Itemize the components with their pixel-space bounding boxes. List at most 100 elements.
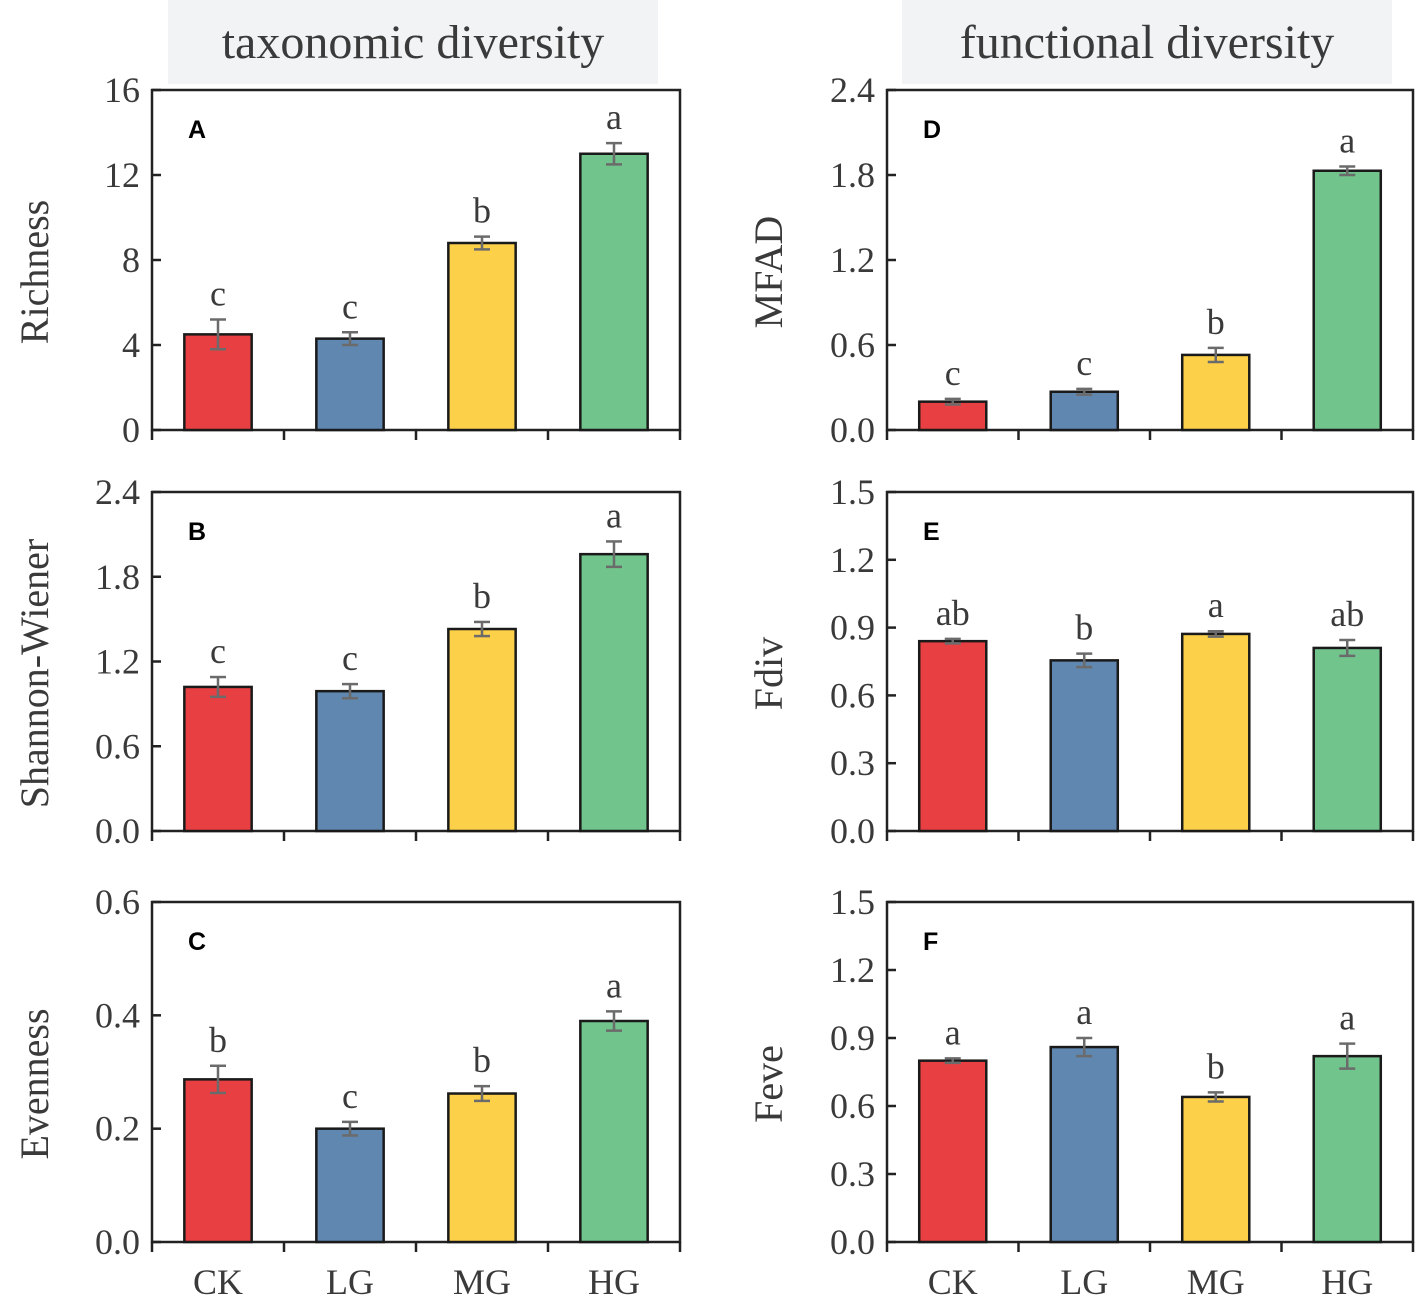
panel-c-sig-hg: a: [606, 965, 622, 1005]
panel-d-sig-mg: b: [1207, 302, 1225, 342]
panel-d-sig-lg: c: [1076, 343, 1092, 383]
panel-a-bar-mg: [447, 241, 517, 432]
panel-f-ytick-label: 1.2: [830, 950, 875, 990]
panel-b-bar-mg: [447, 627, 517, 833]
panel-e-ytick-label: 1.5: [830, 472, 875, 512]
panel-b-ytick-label: 0.0: [95, 811, 140, 851]
panel-f-ylabel: Feve: [746, 1045, 791, 1123]
panel-c-letter: C: [188, 928, 206, 956]
panel-b-ylabel: Shannon-Wiener: [12, 539, 57, 808]
panel-e-sig-hg: ab: [1330, 594, 1364, 634]
panel-b-sig-hg: a: [606, 495, 622, 535]
panel-f-xtick-label-hg: HG: [1321, 1262, 1373, 1302]
panel-a-sig-ck: c: [210, 274, 226, 314]
panel-a-bar-hg: [579, 152, 649, 432]
panel-b-ytick-label: 0.6: [95, 726, 140, 766]
panel-f-bar-ck: [917, 1059, 988, 1244]
panel-d: 0.0 0.6 1.2 1.8 2.4 MFAD Dc c b a: [746, 70, 1415, 450]
panel-e-sig-lg: b: [1075, 608, 1093, 648]
panel-f-xtick-label-mg: MG: [1187, 1262, 1245, 1302]
panel-f-xtick-label-lg: LG: [1060, 1262, 1108, 1302]
panel-e: 0.0 0.3 0.6 0.9 1.2 1.5 Fdiv Eab b a ab: [746, 472, 1415, 851]
panel-d-sig-ck: c: [945, 353, 961, 393]
taxonomic-diversity-header: taxonomic diversity: [168, 0, 658, 84]
panel-a: 0 4 8 12 16 Richness Ac c b a: [12, 70, 682, 450]
panel-f-xtick-label-ck: CK: [928, 1262, 978, 1302]
panel-c-ytick-label: 0.4: [95, 995, 140, 1035]
panel-c-bar-hg: [579, 1019, 649, 1244]
panel-d-ytick-label: 0.0: [830, 410, 875, 450]
panel-e-letter: E: [923, 518, 940, 546]
panel-a-ytick-label: 8: [122, 240, 140, 280]
panel-d-sig-hg: a: [1339, 121, 1355, 161]
panel-e-ytick-label: 0.3: [830, 743, 875, 783]
panel-e-bar-mg: [1180, 632, 1251, 833]
panel-d-bar-ck: [917, 400, 988, 432]
panel-d-bar-hg: [1312, 169, 1383, 432]
panel-c-ytick-label: 0.2: [95, 1109, 140, 1149]
panel-f-sig-mg: b: [1207, 1046, 1225, 1086]
panel-f-ytick-label: 0.0: [830, 1222, 875, 1262]
panel-f-ytick-label: 0.3: [830, 1154, 875, 1194]
panel-a-bar-lg: [315, 337, 385, 432]
panel-c-sig-lg: c: [342, 1076, 358, 1116]
panel-c-sig-ck: b: [209, 1020, 227, 1060]
panel-f-sig-lg: a: [1076, 992, 1092, 1032]
panel-d-ytick-label: 1.8: [830, 155, 875, 195]
panel-e-ytick-label: 0.9: [830, 608, 875, 648]
panel-c-xtick-label-mg: MG: [453, 1262, 511, 1302]
panel-a-ytick-label: 12: [104, 155, 140, 195]
panel-b-bar-hg: [579, 552, 649, 833]
panel-c-xtick-label-lg: LG: [326, 1262, 374, 1302]
panel-d-ytick-label: 1.2: [830, 240, 875, 280]
panel-b-letter: B: [188, 518, 206, 546]
panel-f-bar-hg: [1312, 1054, 1383, 1244]
panel-d-letter: D: [923, 116, 941, 144]
panel-e-bar-lg: [1049, 659, 1120, 833]
panel-d-ytick-label: 2.4: [830, 70, 875, 110]
panel-f-ytick-label: 0.9: [830, 1018, 875, 1058]
panel-c-ytick-label: 0.6: [95, 882, 140, 922]
panel-d-ytick-label: 0.6: [830, 325, 875, 365]
panel-a-ytick-label: 16: [104, 70, 140, 110]
panel-c-xtick-label-hg: HG: [588, 1262, 640, 1302]
panel-b-ytick-label: 1.2: [95, 642, 140, 682]
panel-f-ytick-label: 0.6: [830, 1086, 875, 1126]
panel-d-bar-lg: [1049, 390, 1120, 432]
panel-e-ytick-label: 0.6: [830, 675, 875, 715]
panel-d-ylabel: MFAD: [746, 216, 791, 329]
panel-a-sig-mg: b: [473, 191, 491, 231]
panel-c-bar-ck: [183, 1078, 253, 1244]
panel-a-ytick-label: 4: [122, 325, 140, 365]
panel-c: 0.0 0.2 0.4 0.6 Evenness Cb c b a CK LG MG HG: [12, 882, 682, 1302]
functional-diversity-header: functional diversity: [902, 0, 1392, 84]
panel-a-sig-hg: a: [606, 97, 622, 137]
panel-e-ytick-label: 1.2: [830, 540, 875, 580]
panel-f-ytick-label: 1.5: [830, 882, 875, 922]
panel-f-bar-mg: [1180, 1095, 1251, 1244]
panel-e-sig-mg: a: [1208, 585, 1224, 625]
panel-a-ylabel: Richness: [12, 200, 57, 344]
panel-b-bar-lg: [315, 689, 385, 833]
panel-f-sig-hg: a: [1339, 998, 1355, 1038]
panel-b-sig-mg: b: [473, 576, 491, 616]
panel-b-bar-ck: [183, 685, 253, 833]
panel-e-bar-hg: [1312, 646, 1383, 833]
panel-c-bar-mg: [447, 1092, 517, 1244]
panel-b-sig-lg: c: [342, 638, 358, 678]
panel-a-letter: A: [188, 116, 206, 144]
panel-b-ytick-label: 2.4: [95, 472, 140, 512]
panel-a-ytick-label: 0: [122, 410, 140, 450]
panel-c-bar-lg: [315, 1127, 385, 1244]
panel-e-sig-ck: ab: [936, 593, 970, 633]
panel-b: 0.0 0.6 1.2 1.8 2.4 Shannon-Wiener Bc c b a: [12, 472, 682, 851]
panel-b-ytick-label: 1.8: [95, 557, 140, 597]
panel-c-sig-mg: b: [473, 1040, 491, 1080]
panel-c-xtick-label-ck: CK: [193, 1262, 243, 1302]
panel-f-sig-ck: a: [945, 1012, 961, 1052]
panel-f-letter: F: [923, 928, 938, 956]
panel-e-ytick-label: 0.0: [830, 811, 875, 851]
panel-c-ytick-label: 0.0: [95, 1222, 140, 1262]
panel-d-bar-mg: [1180, 353, 1251, 432]
